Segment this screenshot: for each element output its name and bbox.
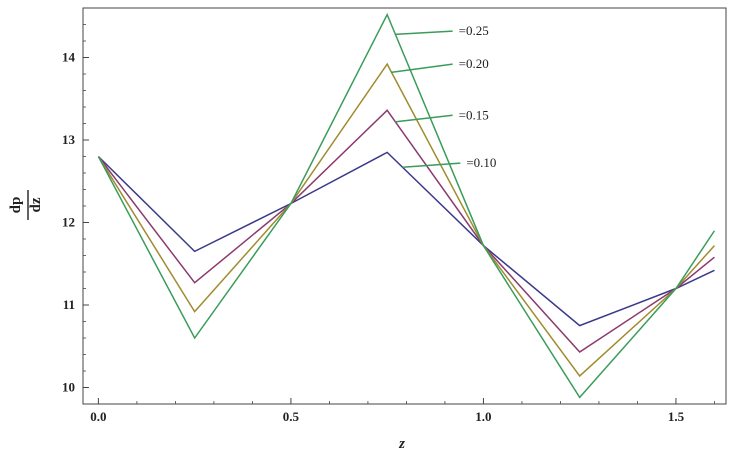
y-axis-title-denominator: dz	[28, 197, 44, 212]
annotation-pointer	[402, 162, 461, 168]
y-axis-title-numerator: dp	[8, 197, 24, 214]
series-line-2	[97, 62, 716, 378]
y-tick-label: 13	[62, 132, 76, 147]
annotation-label: =0.15	[459, 107, 489, 122]
y-tick-label: 11	[63, 297, 75, 312]
x-tick-label: 0.0	[90, 409, 106, 424]
x-tick-label: 1.0	[475, 409, 491, 424]
plot-frame	[82, 7, 727, 405]
x-tick-label: 1.5	[668, 409, 685, 424]
series-group	[97, 12, 716, 399]
y-tick-label: 14	[62, 50, 76, 65]
annotation-label: =0.25	[459, 23, 489, 38]
y-tick-label: 10	[62, 380, 75, 395]
ticks-group: 0.0 0.5 1.0 1.5 10 11 12 13 14	[62, 24, 715, 424]
series-line-3	[97, 12, 716, 399]
annotation-pointer	[394, 30, 453, 36]
y-tick-label: 12	[62, 215, 75, 230]
x-axis-title: z	[398, 436, 405, 452]
annotation-pointer	[390, 63, 453, 74]
annotations-group: =0.25 =0.20 =0.15 =0.10	[390, 23, 496, 170]
annotation-pointer	[394, 114, 453, 123]
x-tick-label: 0.5	[283, 409, 300, 424]
y-axis-title: dp dz	[8, 190, 44, 220]
annotation-label: =0.10	[466, 155, 496, 170]
series-line-1	[97, 109, 715, 354]
annotation-label: =0.20	[459, 56, 489, 71]
series-line-0	[97, 151, 715, 327]
